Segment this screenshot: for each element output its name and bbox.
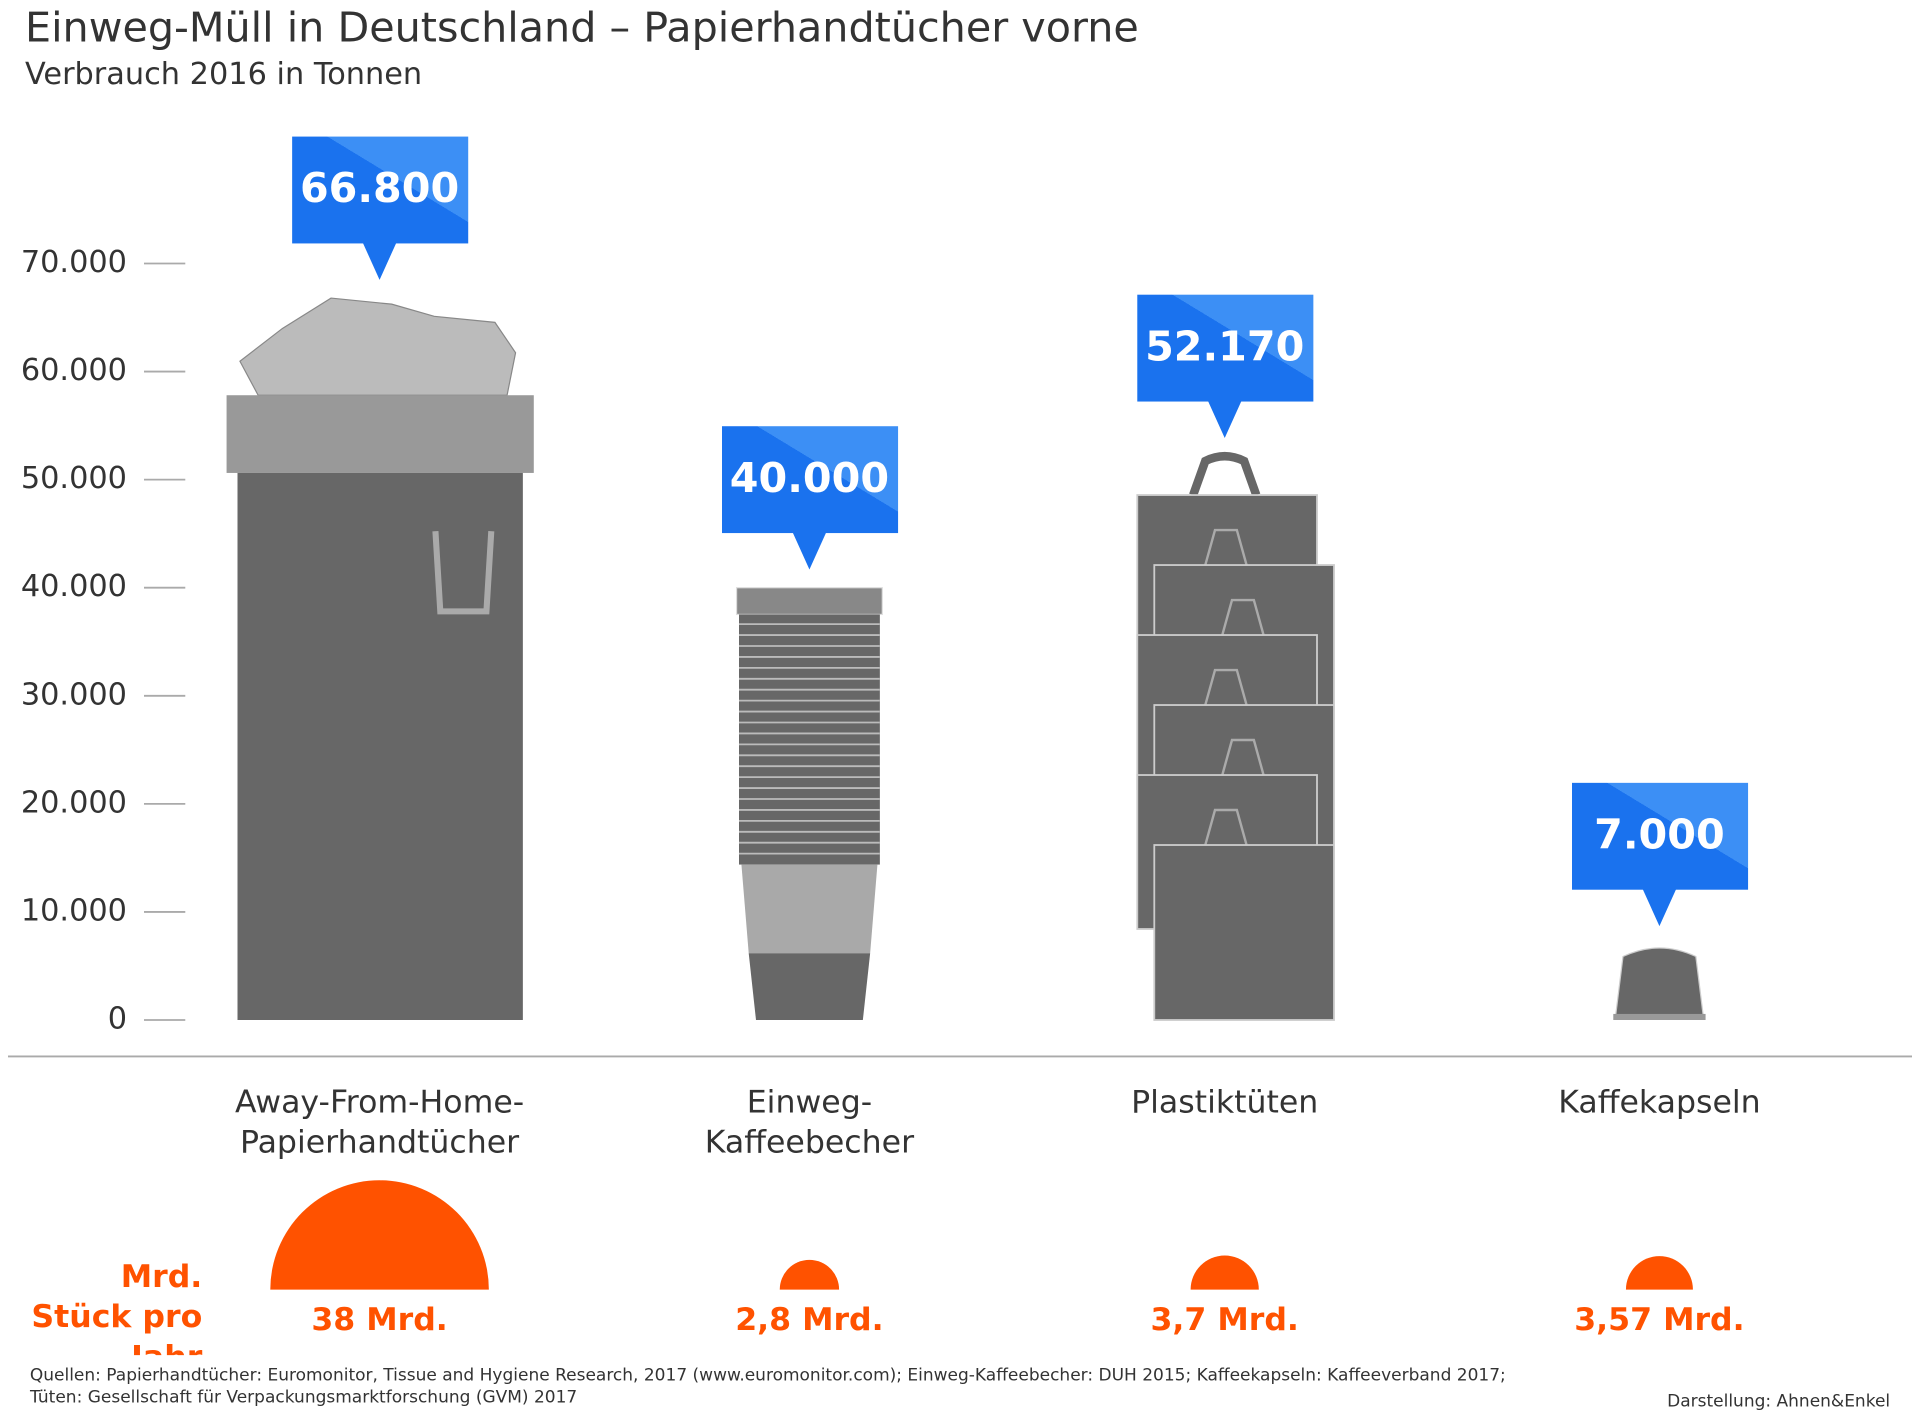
value-label: 40.000 — [730, 454, 889, 502]
piece-semicircle — [1625, 1256, 1693, 1290]
piece-semicircle — [1190, 1255, 1259, 1290]
cup-lid — [735, 587, 883, 616]
value-callout — [1137, 294, 1314, 402]
cup-sleeve — [741, 864, 878, 954]
category-label: Away-From-Home-Papierhandtücher — [234, 1084, 525, 1161]
bag-handle-mark — [1204, 668, 1248, 706]
cup-stack — [739, 614, 880, 865]
bin-lid — [226, 395, 534, 473]
y-tick-label: 20.000 — [21, 785, 127, 820]
chart-subtitle: Verbrauch 2016 in Tonnen — [25, 57, 422, 92]
pieces-name: Mrd. Stück pro Jahr — [31, 1259, 203, 1355]
piece-label: 3,57 Mrd. — [1574, 1302, 1744, 1338]
bag-handle — [1189, 451, 1261, 497]
capsule — [1615, 947, 1704, 1016]
capsule-rim — [1613, 1013, 1706, 1020]
value-callout — [292, 136, 469, 244]
piece-semicircle — [779, 1259, 840, 1290]
paper — [239, 297, 517, 396]
value-callout — [1572, 782, 1749, 890]
y-tick-label: 70.000 — [21, 245, 127, 280]
bar — [1613, 947, 1706, 1020]
bin-body — [237, 472, 523, 1020]
piece-label: 38 Mrd. — [311, 1302, 447, 1338]
y-tick-label: 30.000 — [21, 677, 127, 712]
source: Quellen: Papierhandtücher: Euromonitor, … — [29, 1366, 1506, 1408]
value-label: 52.170 — [1145, 322, 1304, 370]
bar — [735, 587, 883, 1020]
value-label: 7.000 — [1594, 810, 1725, 858]
piece-label: 3,7 Mrd. — [1150, 1302, 1298, 1338]
piece-semicircle — [270, 1180, 489, 1290]
chart-title: Einweg-Müll in Deutschland – Papierhandt… — [25, 3, 1139, 51]
category-label-box: Away-From-Home-Papierhandtücher — [234, 1084, 525, 1161]
bar — [1136, 451, 1335, 1021]
bag — [1153, 844, 1335, 1021]
piece-label: 2,8 Mrd. — [735, 1302, 883, 1338]
y-tick-label: 0 — [108, 1002, 127, 1037]
bag-handle-mark — [1204, 528, 1248, 566]
category-label-box: Einweg-Kaffeebecher — [704, 1084, 915, 1161]
category-label: Einweg-Kaffeebecher — [704, 1084, 915, 1161]
y-tick-label: 60.000 — [21, 353, 127, 388]
bag-handle-mark — [1221, 738, 1265, 776]
callout-pointer — [792, 531, 827, 570]
cup-bottom — [748, 953, 871, 1020]
category-label: Plastiktüten — [1131, 1084, 1319, 1121]
value-callout — [722, 426, 899, 534]
cup-icon — [432, 531, 495, 615]
bag-handle-mark — [1204, 808, 1248, 846]
category-label: Kaffekapseln — [1558, 1084, 1761, 1121]
pieces-legend: Mrd. Stück pro Jahr — [31, 1259, 203, 1355]
bag-handle-mark — [1221, 598, 1265, 636]
value-label: 66.800 — [300, 164, 459, 212]
y-tick-label: 10.000 — [21, 893, 127, 928]
category-label-box: Plastiktüten — [1131, 1084, 1319, 1121]
y-tick-label: 40.000 — [21, 569, 127, 604]
callout-pointer — [1642, 888, 1677, 927]
source-text: Quellen: Papierhandtücher: Euromonitor, … — [29, 1366, 1506, 1408]
callout-pointer — [362, 242, 397, 280]
bar — [226, 297, 534, 1020]
y-tick-label: 50.000 — [21, 461, 127, 496]
credit: Darstellung: Ahnen&Enkel — [1667, 1391, 1890, 1411]
category-label-box: Kaffekapseln — [1558, 1084, 1761, 1121]
callout-pointer — [1207, 400, 1242, 438]
